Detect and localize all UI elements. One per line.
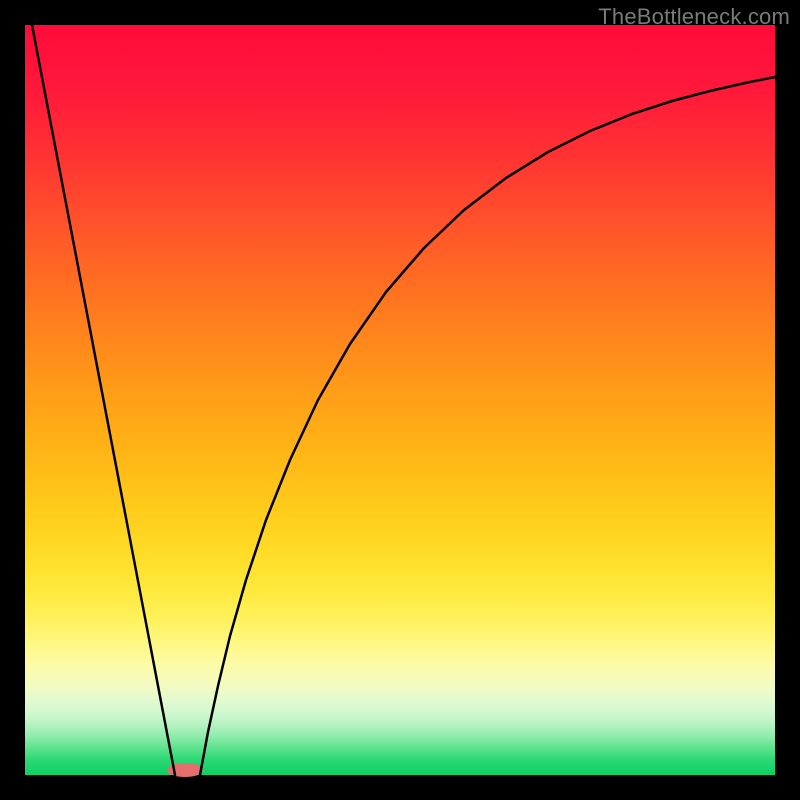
plot-gradient-bg [25, 25, 775, 775]
border-left [0, 0, 25, 800]
watermark-text: TheBottleneck.com [598, 4, 790, 30]
border-bottom [0, 775, 800, 800]
border-right [775, 0, 800, 800]
